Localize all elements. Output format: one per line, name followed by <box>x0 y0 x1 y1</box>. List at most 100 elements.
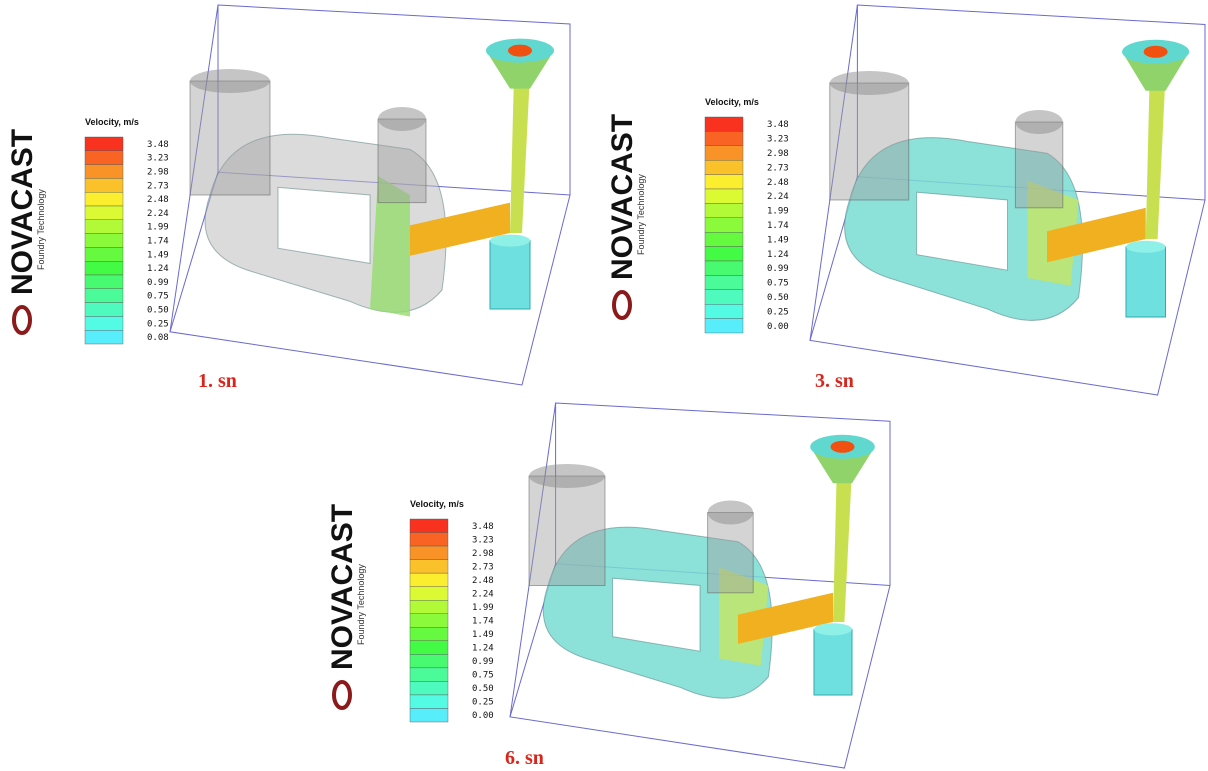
legend-label: 2.48 <box>147 195 169 205</box>
legend-label: 0.75 <box>472 671 494 681</box>
riser-top <box>529 464 605 488</box>
riser-top <box>830 71 909 95</box>
legend-label: 2.48 <box>767 178 789 188</box>
legend-label: 0.99 <box>472 657 494 667</box>
legend-label: 0.50 <box>147 306 169 316</box>
legend-label: 0.50 <box>472 684 494 694</box>
legend-label: 2.98 <box>147 168 169 178</box>
legend-swatch <box>410 519 448 533</box>
legend-swatch <box>705 304 743 318</box>
funnel-hot <box>1144 46 1168 58</box>
legend-swatch <box>705 247 743 261</box>
legend-label: 0.25 <box>147 319 169 329</box>
logo-brand: NOVACAST <box>326 504 359 670</box>
caption: 1. sn <box>198 370 237 392</box>
legend-swatch <box>705 146 743 160</box>
legend-label: 2.73 <box>767 163 789 173</box>
riser <box>1015 122 1062 208</box>
legend-swatch <box>410 560 448 574</box>
legend-swatch <box>410 627 448 641</box>
logo-tagline: Foundry Technology <box>636 174 646 255</box>
legend-label: 0.50 <box>767 293 789 303</box>
riser <box>190 81 270 195</box>
legend-swatch <box>85 316 123 330</box>
legend-label: 3.48 <box>472 522 494 532</box>
legend-swatch <box>85 165 123 179</box>
legend-label: 3.23 <box>472 535 494 545</box>
legend-title: Velocity, m/s <box>705 97 759 107</box>
legend-label: 3.48 <box>147 140 169 150</box>
caption: 6. sn <box>505 747 544 769</box>
legend-swatch <box>85 151 123 165</box>
legend-label: 0.25 <box>767 307 789 317</box>
simulation-scene <box>170 5 570 385</box>
sprue-well <box>814 629 852 695</box>
legend-label: 3.23 <box>767 135 789 145</box>
riser <box>708 513 754 593</box>
legend-label: 1.74 <box>767 221 789 231</box>
riser-top <box>190 69 270 93</box>
legend-swatch <box>410 654 448 668</box>
legend-label: 1.49 <box>767 235 789 245</box>
legend-swatch <box>705 175 743 189</box>
legend-swatch <box>705 131 743 145</box>
legend-label: 2.24 <box>147 209 169 219</box>
riser <box>378 119 426 203</box>
legend-label: 1.24 <box>147 264 169 274</box>
legend-label: 0.00 <box>472 711 494 721</box>
logo-brand: NOVACAST <box>6 129 39 295</box>
riser <box>830 83 909 200</box>
legend-swatch <box>410 573 448 587</box>
legend-swatch <box>85 303 123 317</box>
riser-top <box>378 107 426 131</box>
legend-swatch <box>705 261 743 275</box>
legend-label: 0.75 <box>767 279 789 289</box>
legend-swatch <box>705 319 743 333</box>
legend-swatch <box>410 533 448 547</box>
legend-swatch <box>410 614 448 628</box>
sprue-well-top <box>1126 241 1166 253</box>
legend-swatch <box>85 275 123 289</box>
legend-label: 1.24 <box>472 644 494 654</box>
legend-label: 0.08 <box>147 333 169 343</box>
legend-label: 0.75 <box>147 292 169 302</box>
sprue <box>1146 75 1166 239</box>
legend-label: 1.49 <box>472 630 494 640</box>
simulation-scene <box>510 403 890 768</box>
funnel-hot <box>831 441 855 453</box>
logo-tagline: Foundry Technology <box>356 564 366 645</box>
legend-swatch <box>85 289 123 303</box>
legend-swatch <box>85 247 123 261</box>
legend-label: 3.48 <box>767 120 789 130</box>
legend-label: 2.98 <box>472 549 494 559</box>
sprue <box>510 73 530 233</box>
legend-swatch <box>410 641 448 655</box>
legend-label: 2.98 <box>767 149 789 159</box>
sprue <box>833 469 852 622</box>
sprue-well-top <box>490 235 530 247</box>
legend-swatch <box>85 206 123 220</box>
panel: NOVACASTFoundry TechnologyVelocity, m/s3… <box>6 5 570 392</box>
legend-swatch <box>705 160 743 174</box>
logo-tagline: Foundry Technology <box>36 189 46 270</box>
legend-swatch <box>85 330 123 344</box>
legend-label: 3.23 <box>147 154 169 164</box>
legend-label: 0.00 <box>767 322 789 332</box>
legend-label: 1.74 <box>472 617 494 627</box>
legend-label: 1.99 <box>767 207 789 217</box>
legend-label: 2.73 <box>147 181 169 191</box>
legend-swatch <box>410 668 448 682</box>
legend-swatch <box>410 546 448 560</box>
legend-label: 2.24 <box>767 192 789 202</box>
legend-title: Velocity, m/s <box>410 499 464 509</box>
legend-swatch <box>85 220 123 234</box>
legend-swatch <box>705 232 743 246</box>
riser-top <box>708 501 754 525</box>
legend-swatch <box>85 261 123 275</box>
legend-swatch <box>705 290 743 304</box>
legend-label: 1.99 <box>147 223 169 233</box>
legend-label: 1.49 <box>147 250 169 260</box>
